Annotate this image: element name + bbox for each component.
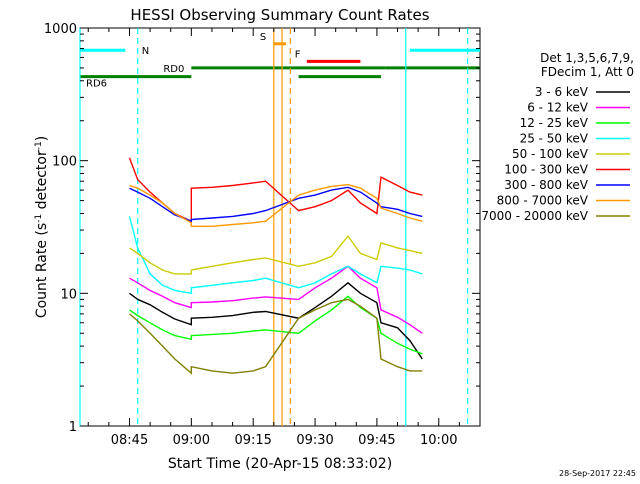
legend-header-line1: Det 1,3,5,6,7,9, [540,51,634,65]
y-axis-label: Count Rate (s-1 detector-1) [34,136,50,318]
y-axis-label-mid: detector [34,150,50,214]
y-tick-label: 100 [52,155,77,170]
series-layer [128,157,423,375]
y-axis-label-main: Count Rate (s [34,223,50,318]
series-line [129,234,423,275]
legend-label: 7000 - 20000 keV [481,209,588,223]
legend-label: 800 - 7000 keV [497,194,589,208]
y-tick-label: 10 [60,287,77,302]
flag-bar-label: N [142,46,149,57]
vertical-markers [79,28,469,426]
series-line [129,281,423,360]
series-line [129,265,423,334]
legend: Det 1,3,5,6,7,9, FDecim 1, Att 0 3 - 6 k… [481,51,634,223]
plot-frame [79,27,481,427]
x-axis-label: Start Time (20-Apr-15 08:33:02) [168,456,392,472]
y-tick-label: 1000 [44,22,77,37]
footer-timestamp: 28-Sep-2017 22:45 [559,469,636,478]
legend-label: 6 - 12 keV [527,101,589,115]
series-line [129,298,423,375]
series-line [129,295,423,355]
series-line [129,183,423,228]
legend-label: 50 - 100 keV [512,147,589,161]
legend-label: 12 - 25 keV [520,116,589,130]
series-line [128,216,423,295]
x-tick-label: 09:45 [358,433,395,448]
x-tick-label: 10:00 [420,433,457,448]
legend-label: 25 - 50 keV [520,132,589,146]
legend-label: 300 - 800 keV [504,178,588,192]
x-tick-label: 09:30 [296,433,333,448]
x-tick-label: 09:15 [234,433,271,448]
chart-title: HESSI Observing Summary Count Rates [130,6,429,24]
y-tick-label: 1 [69,420,77,435]
flag-bar-label: RD0 [163,64,184,75]
axes: 1 10 100 1000 08:45 09:00 09:15 09:30 09:45 10:00 [44,22,481,448]
legend-label: 100 - 300 keV [504,163,588,177]
flag-bar-label: F [295,49,301,60]
y-axis-label-sup1: -1 [34,214,44,223]
y-axis-label-sup2: -1 [34,141,44,150]
series-line [129,186,423,223]
legend-header-line2: FDecim 1, Att 0 [541,65,634,79]
flag-bar-label: S [260,32,266,43]
y-axis-label-end: ) [34,136,50,141]
legend-label: 3 - 6 keV [535,85,589,99]
flag-bars: N RD0 RD6 F S [80,32,480,90]
x-tick-label: 09:00 [173,433,210,448]
flag-bar-label: RD6 [86,79,107,90]
x-tick-label: 08:45 [111,433,148,448]
